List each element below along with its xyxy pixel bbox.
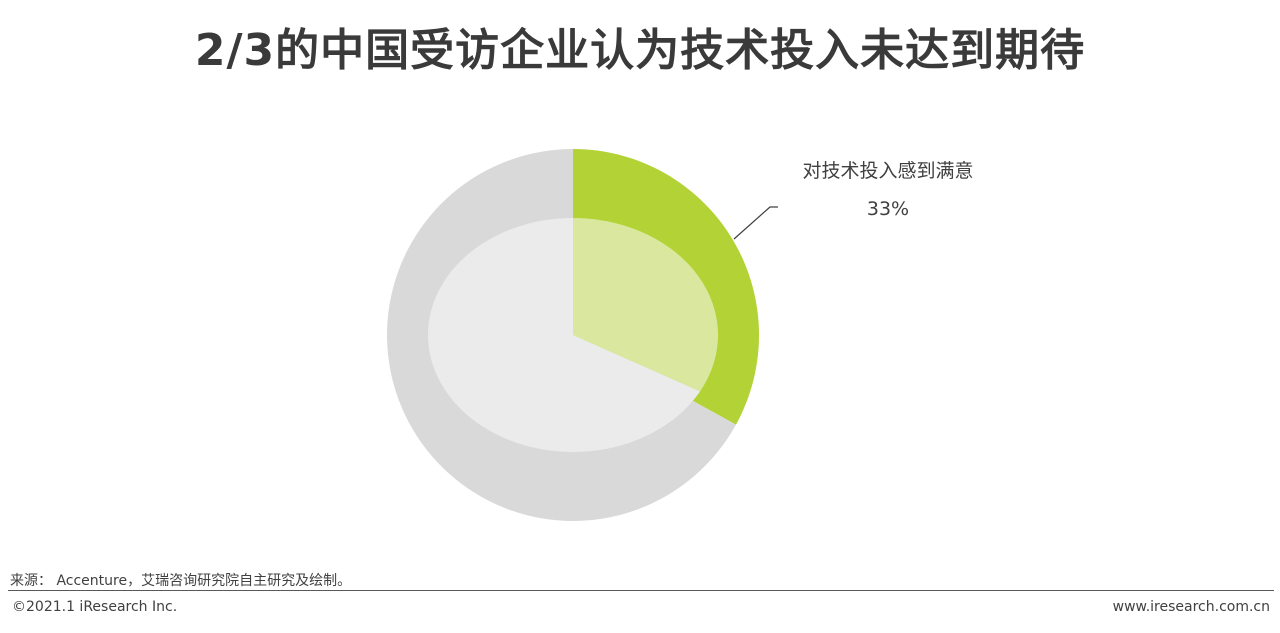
footer-divider [8, 590, 1274, 591]
callout-leader-line [733, 206, 778, 240]
copyright-text: ©2021.1 iResearch Inc. [12, 599, 178, 615]
slice-value-label: 33% [867, 198, 909, 220]
pie-slice-inner-1 [427, 218, 701, 453]
chart-title: 2/3的中国受访企业认为技术投入未达到期待 [194, 25, 1086, 76]
pie-slice-inner-0 [573, 218, 718, 392]
source-note: 来源： Accenture，艾瑞咨询研究院自主研究及绘制。 [10, 573, 352, 589]
pie-slices-inner [427, 218, 718, 453]
slice-label: 对技术投入感到满意 [802, 160, 973, 182]
website-link[interactable]: www.iresearch.com.cn [1112, 599, 1270, 615]
pie-chart: 对技术投入感到满意 33% [386, 149, 974, 521]
